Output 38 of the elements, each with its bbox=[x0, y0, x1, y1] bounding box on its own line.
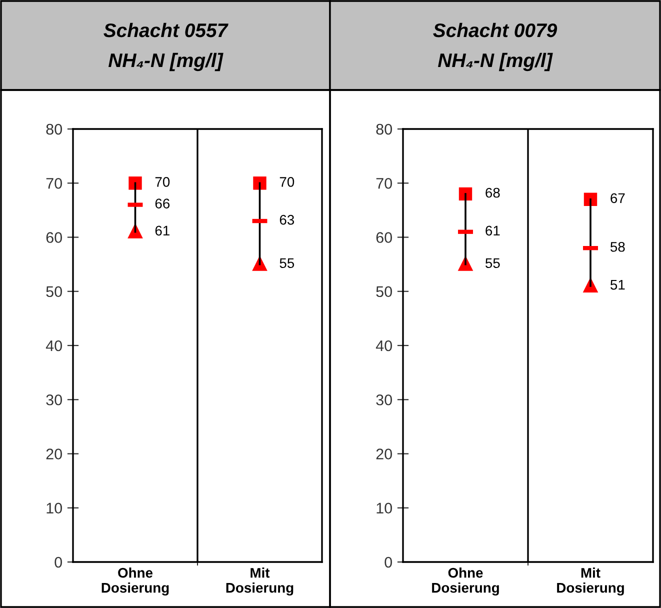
chart-subtitle: NH₄-N [mg/l] bbox=[108, 52, 224, 72]
annotation: 66 bbox=[155, 198, 170, 209]
data-label: 70 bbox=[155, 177, 170, 187]
annotation: 58 bbox=[610, 242, 625, 252]
y-tick-label: 80 bbox=[376, 124, 392, 135]
data-label: 55 bbox=[486, 258, 500, 268]
data-label: 51 bbox=[610, 280, 625, 290]
y-tick-label: 80 bbox=[46, 124, 62, 135]
y-tick-label: 40 bbox=[376, 340, 392, 352]
data-label: 61 bbox=[155, 226, 170, 236]
y-tick-label: 50 bbox=[46, 286, 62, 298]
chart-title: Schacht 0079 bbox=[433, 22, 558, 38]
y-tick-label: 0 bbox=[54, 556, 62, 568]
y-tick-label: 0 bbox=[384, 556, 392, 568]
chart-subtitle: NH₄-N [mg/l] bbox=[438, 52, 553, 72]
data-label: 67 bbox=[610, 193, 625, 204]
x-tick-label: Mit Dosierung bbox=[226, 568, 294, 596]
y-tick-label: 60 bbox=[376, 232, 392, 243]
y-tick-label: 50 bbox=[376, 286, 392, 298]
y-tick-label: 20 bbox=[376, 448, 392, 460]
data-label: 70 bbox=[280, 177, 294, 187]
annotation: 61 bbox=[486, 226, 500, 236]
y-tick-label: 60 bbox=[46, 232, 62, 243]
y-tick-label: 40 bbox=[46, 340, 62, 352]
y-tick-label: 10 bbox=[46, 502, 62, 514]
data-label: 55 bbox=[280, 258, 294, 268]
data-label: 68 bbox=[486, 188, 500, 198]
y-tick-label: 30 bbox=[46, 394, 62, 406]
y-tick-label: 70 bbox=[46, 178, 62, 189]
y-tick-label: 70 bbox=[376, 178, 392, 189]
y-tick-label: 30 bbox=[376, 394, 392, 406]
x-tick-label: Mit Dosierung bbox=[557, 568, 624, 596]
x-tick-label: Ohne Dosierung bbox=[432, 568, 499, 596]
y-tick-label: 20 bbox=[46, 448, 62, 460]
annotation: 63 bbox=[280, 214, 294, 225]
x-tick-label: Ohne Dosierung bbox=[102, 568, 169, 596]
y-tick-label: 10 bbox=[376, 502, 392, 514]
chart-title: Schacht 0557 bbox=[104, 22, 228, 38]
